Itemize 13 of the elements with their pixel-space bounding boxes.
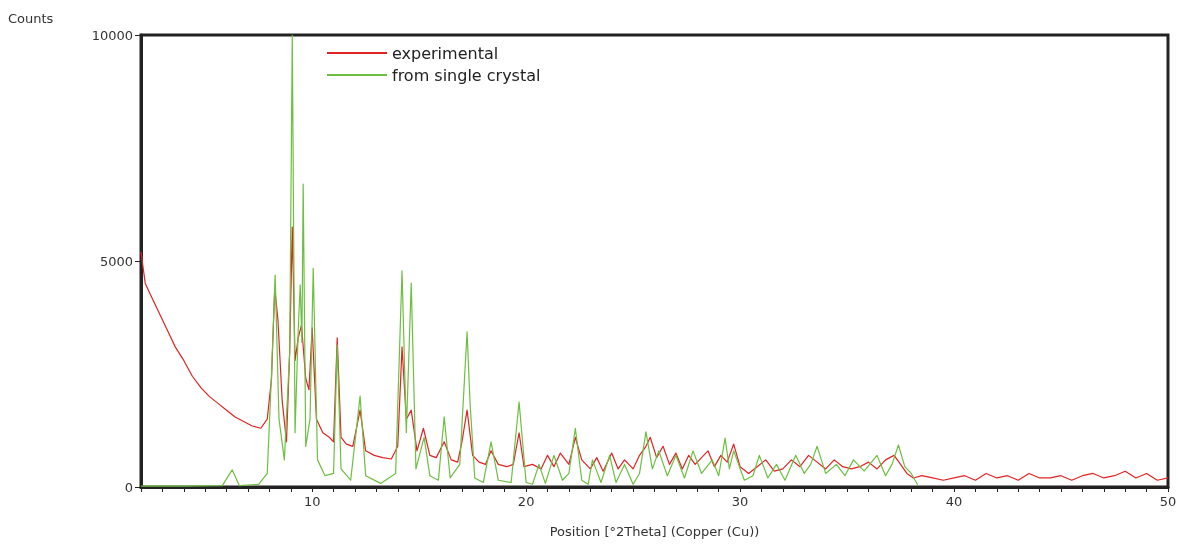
x-tick-label: 30 xyxy=(731,494,749,509)
x-tick-label: 10 xyxy=(303,494,321,509)
line-series xyxy=(140,226,1169,481)
x-tick-label: 40 xyxy=(945,494,963,509)
y-axis-title: Counts xyxy=(8,11,54,26)
x-tick-label: 20 xyxy=(517,494,535,509)
x-axis-title: Position [°2Theta] (Copper (Cu)) xyxy=(549,524,760,539)
x-tick-label: 50 xyxy=(1159,494,1177,509)
y-tick-label: 10000 xyxy=(91,27,133,43)
legend-label: experimental xyxy=(392,43,499,63)
y-tick-label: 0 xyxy=(124,479,133,495)
y-tick-label: 5000 xyxy=(99,253,133,269)
legend-label: from single crystal xyxy=(392,65,541,85)
